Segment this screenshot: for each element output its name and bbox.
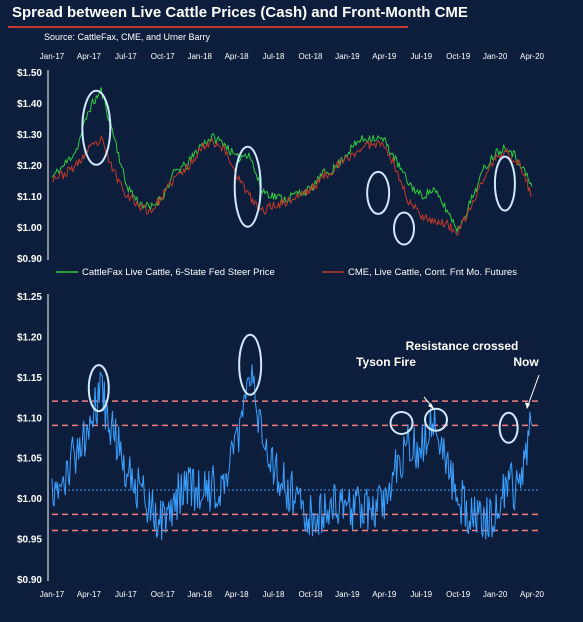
x-tick-label: Jan-19 (335, 590, 360, 599)
highlight-ellipse (238, 333, 263, 396)
highlight-ellipse (393, 211, 415, 246)
x-tick-label: Jul-17 (115, 590, 137, 599)
y-tick-label: $0.90 (17, 575, 42, 586)
series-line (51, 135, 533, 236)
y-tick-label: $1.00 (17, 494, 42, 505)
highlight-ellipse (233, 145, 262, 228)
bottom-spread-chart: $0.90 $0.95 $1.00 $1.05 $1.10 $1.15 $1.20 $1.25… (17, 292, 545, 599)
highlight-ellipse (366, 170, 391, 215)
highlight-ellipse (87, 364, 110, 413)
x-tick-label: Jan-18 (187, 52, 212, 61)
x-tick-label: Jul-17 (115, 52, 137, 61)
y-tick-label: $1.25 (17, 292, 42, 303)
x-tick-label: Jan-17 (40, 52, 65, 61)
chart-title: Spread between Live Cattle Prices (Cash)… (12, 4, 468, 21)
spread-line (51, 364, 533, 541)
x-tick-label: Oct-18 (298, 590, 323, 599)
x-tick-label: Apr-17 (77, 590, 102, 599)
source-note: Source: CattleFax, CME, and Urner Barry (44, 32, 211, 42)
y-tick-label: $1.20 (17, 161, 42, 172)
y-tick-label: $1.00 (17, 223, 42, 234)
y-tick-label: $1.15 (17, 373, 42, 384)
x-tick-label: Apr-20 (520, 590, 545, 599)
annotation-arrowhead (428, 403, 434, 409)
series-line (51, 87, 533, 234)
highlight-ellipse (81, 89, 112, 166)
x-tick-label: Jan-19 (335, 52, 360, 61)
x-tick-label: Jul-19 (410, 52, 432, 61)
y-tick-label: $1.10 (17, 192, 42, 203)
annotation-label: Tyson Fire (356, 355, 416, 369)
x-tick-label: Jul-18 (263, 52, 285, 61)
y-tick-label: $1.20 (17, 332, 42, 343)
x-tick-label: Oct-19 (446, 52, 471, 61)
legend-label: CME, Live Cattle, Cont. Fnt Mo. Futures (348, 267, 517, 278)
title-underline (8, 26, 408, 28)
x-tick-label: Apr-18 (225, 52, 250, 61)
x-tick-label: Oct-17 (151, 590, 176, 599)
annotation-label: Resistance crossed (406, 339, 519, 353)
x-tick-label: Jul-18 (263, 590, 285, 599)
y-tick-label: $1.30 (17, 130, 42, 141)
annotation-label: Now (513, 355, 539, 369)
highlight-ellipse (424, 407, 448, 432)
x-tick-label: Apr-19 (372, 590, 397, 599)
top-price-chart: $0.90 $1.00 $1.10 $1.20 $1.30 $1.40 $1.50 Jan-1… (17, 52, 545, 278)
y-tick-label: $0.90 (17, 254, 42, 265)
x-tick-label: Oct-17 (151, 52, 176, 61)
highlight-ellipse (498, 411, 519, 444)
x-tick-label: Jan-17 (40, 590, 65, 599)
y-tick-label: $1.05 (17, 454, 42, 465)
x-tick-label: Apr-18 (225, 590, 250, 599)
annotation-arrowhead (525, 402, 530, 409)
annotation-arrow (526, 374, 540, 409)
highlight-ellipse (389, 410, 414, 435)
x-tick-label: Jan-20 (483, 590, 508, 599)
x-tick-label: Oct-19 (446, 590, 471, 599)
y-tick-label: $1.50 (17, 68, 42, 79)
y-tick-label: $1.10 (17, 413, 42, 424)
highlight-ellipse (493, 155, 516, 212)
x-tick-label: Apr-19 (372, 52, 397, 61)
x-tick-label: Apr-17 (77, 52, 102, 61)
y-tick-label: $0.95 (17, 535, 42, 546)
x-tick-label: Jan-20 (483, 52, 508, 61)
legend-label: CattleFax Live Cattle, 6-State Fed Steer… (82, 267, 275, 278)
x-tick-label: Apr-20 (520, 52, 545, 61)
x-tick-label: Jan-18 (187, 590, 212, 599)
x-tick-label: Jul-19 (410, 590, 432, 599)
y-tick-label: $1.40 (17, 99, 42, 110)
x-tick-label: Oct-18 (298, 52, 323, 61)
